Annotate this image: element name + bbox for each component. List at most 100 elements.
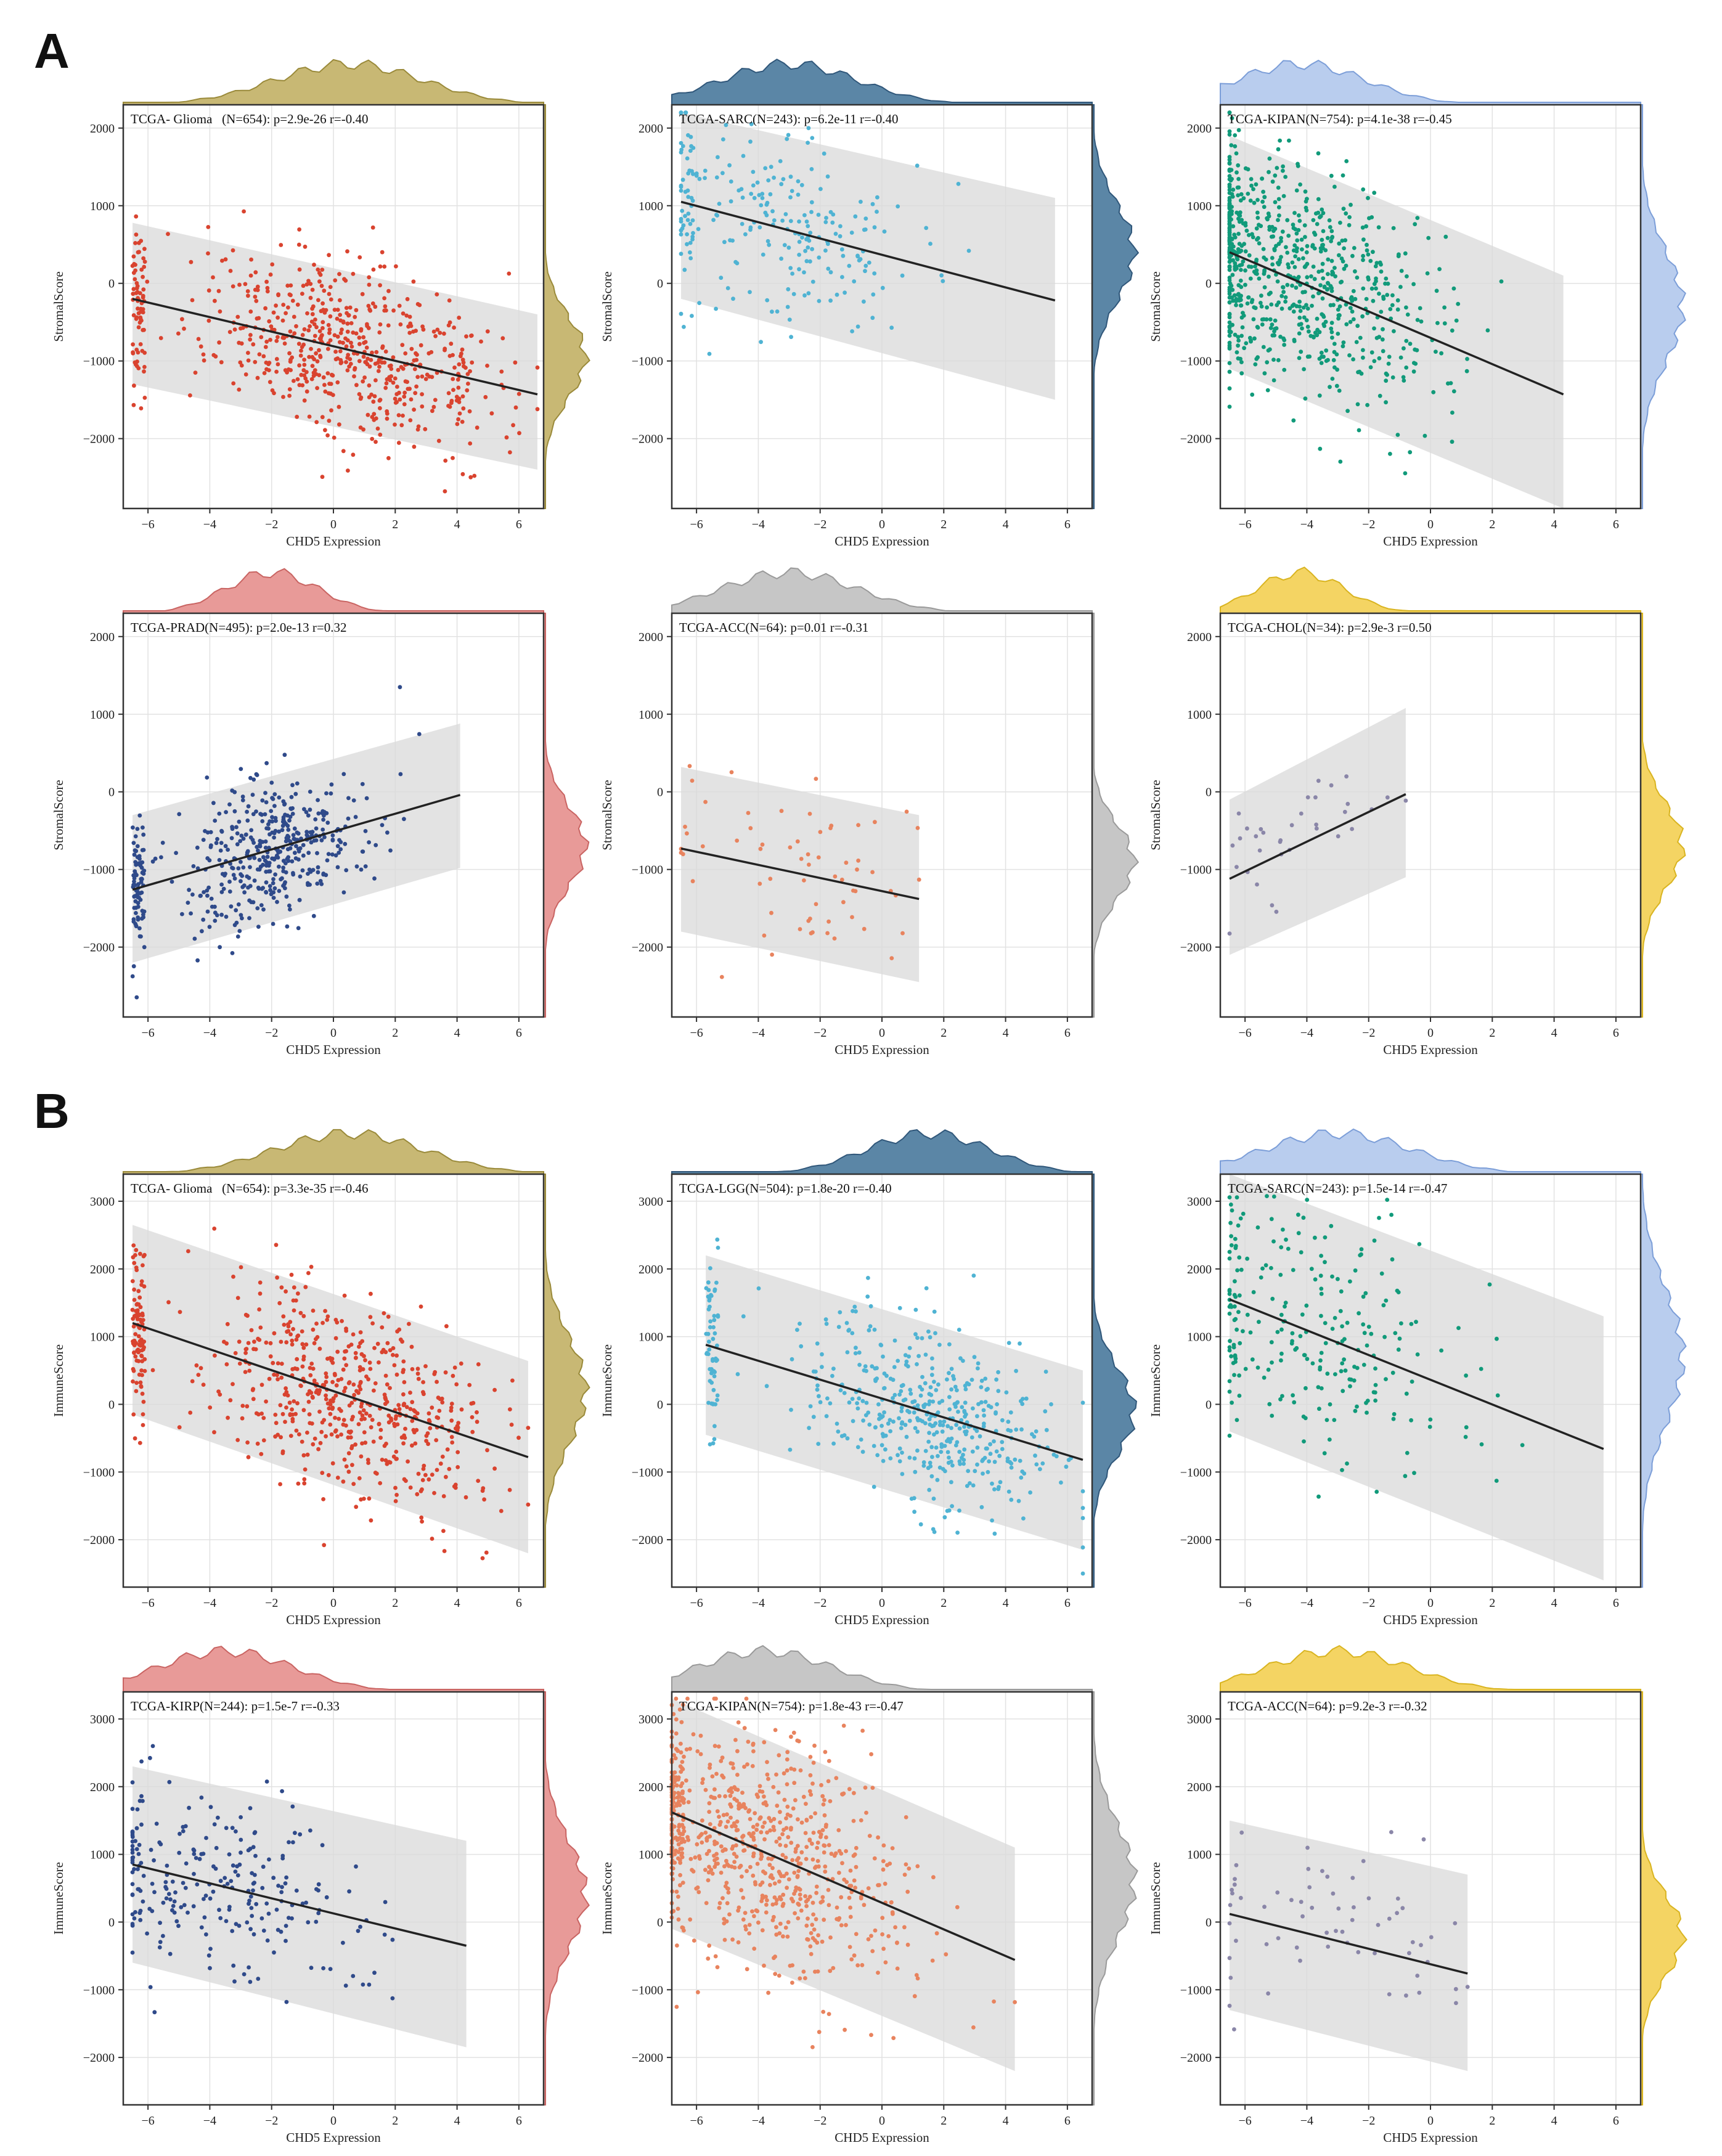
data-point xyxy=(440,1400,445,1405)
data-point xyxy=(1318,249,1323,254)
data-point xyxy=(132,1297,137,1302)
data-point xyxy=(1427,1424,1432,1429)
data-point xyxy=(237,1339,242,1344)
data-point xyxy=(303,1467,308,1472)
data-point xyxy=(321,375,326,380)
data-point xyxy=(736,1908,740,1913)
data-point xyxy=(818,1400,823,1405)
right-density xyxy=(543,1691,590,2105)
data-point xyxy=(415,353,419,357)
data-point xyxy=(773,1954,777,1959)
data-point xyxy=(132,1916,137,1921)
data-point xyxy=(927,1431,931,1435)
data-point xyxy=(735,838,740,843)
data-point xyxy=(269,780,274,785)
data-point xyxy=(847,1787,852,1792)
data-point xyxy=(354,1505,359,1509)
data-point xyxy=(133,848,137,853)
data-point xyxy=(351,1382,356,1387)
data-point xyxy=(378,322,383,327)
data-point xyxy=(243,1370,248,1374)
data-point xyxy=(401,1441,406,1446)
data-point xyxy=(311,1309,316,1313)
data-point xyxy=(1234,1195,1239,1200)
y-tick-label: −1000 xyxy=(83,1466,115,1479)
data-point xyxy=(945,1377,949,1382)
data-point xyxy=(741,1802,746,1807)
data-point xyxy=(688,1917,693,1922)
data-point xyxy=(845,1350,850,1355)
data-point xyxy=(324,791,328,796)
data-point xyxy=(300,292,304,296)
data-point xyxy=(218,945,222,950)
data-point xyxy=(1344,302,1349,307)
data-point xyxy=(1234,151,1239,156)
data-point xyxy=(886,1934,891,1938)
data-point xyxy=(265,285,270,290)
data-point xyxy=(955,1440,960,1445)
data-point xyxy=(1313,795,1318,800)
x-tick-label: −4 xyxy=(203,1026,216,1040)
data-point xyxy=(457,362,462,367)
data-point xyxy=(260,1885,265,1890)
data-point xyxy=(1278,838,1283,843)
data-point xyxy=(371,1439,376,1444)
data-point xyxy=(1246,167,1251,172)
data-point xyxy=(284,894,289,899)
data-point xyxy=(335,1434,340,1439)
data-point xyxy=(860,1962,865,1967)
data-point xyxy=(1321,229,1326,234)
data-point xyxy=(290,1342,295,1347)
data-point xyxy=(457,399,462,404)
data-point xyxy=(1414,348,1419,353)
data-point xyxy=(881,1859,886,1864)
data-point xyxy=(1271,229,1276,233)
data-point xyxy=(811,1369,816,1374)
data-point xyxy=(216,288,221,293)
data-point xyxy=(786,1877,791,1882)
data-point xyxy=(1297,356,1302,361)
data-point xyxy=(409,397,414,402)
data-point xyxy=(1227,1379,1232,1384)
data-point xyxy=(907,1455,912,1460)
data-point xyxy=(258,1325,263,1330)
x-tick-label: −4 xyxy=(752,1596,765,1610)
data-point xyxy=(1520,1443,1525,1448)
data-point xyxy=(859,1895,863,1899)
data-point xyxy=(359,1352,364,1357)
data-point xyxy=(727,163,732,168)
data-point xyxy=(920,1419,925,1424)
data-point xyxy=(855,1445,860,1450)
data-point xyxy=(1326,280,1330,285)
data-point xyxy=(1233,1244,1238,1248)
data-point xyxy=(1330,377,1335,381)
data-point xyxy=(460,472,465,476)
y-tick-label: 0 xyxy=(1206,1398,1212,1411)
data-point xyxy=(1246,233,1251,237)
data-point xyxy=(354,864,359,869)
y-tick-label: 1000 xyxy=(639,1331,663,1344)
data-point xyxy=(516,1435,521,1440)
data-point xyxy=(817,299,822,303)
data-point xyxy=(797,267,801,272)
data-point xyxy=(1358,335,1363,340)
y-axis-label: ImmuneScore xyxy=(1148,1344,1163,1417)
data-point xyxy=(1235,185,1240,190)
data-point xyxy=(290,298,295,303)
regression-line xyxy=(132,794,461,891)
data-point xyxy=(1244,341,1249,346)
data-point xyxy=(1316,197,1321,202)
data-point xyxy=(1265,216,1270,221)
data-point xyxy=(225,1321,230,1326)
data-point xyxy=(1246,295,1251,300)
data-point xyxy=(942,1419,947,1424)
data-point xyxy=(386,1413,391,1418)
data-point xyxy=(1329,229,1334,234)
data-point xyxy=(460,394,465,399)
data-point xyxy=(1392,1412,1397,1416)
data-point xyxy=(407,314,412,319)
data-point xyxy=(1285,250,1290,255)
data-point xyxy=(394,1353,399,1358)
data-point xyxy=(1404,1391,1409,1396)
